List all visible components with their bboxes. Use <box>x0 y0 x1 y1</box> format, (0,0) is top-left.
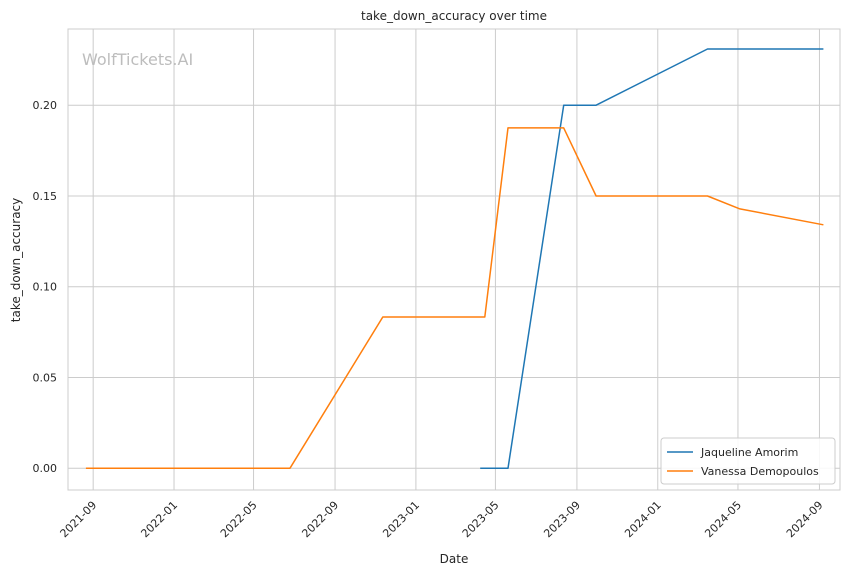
y-tick-label: 0.15 <box>33 190 58 203</box>
legend-box <box>660 437 836 485</box>
watermark: WolfTickets.AI <box>82 50 193 69</box>
x-tick-label: 2024-05 <box>702 499 744 541</box>
y-tick-label: 0.05 <box>33 371 58 384</box>
y-tick-labels: 0.00 0.05 0.10 0.15 0.20 <box>33 99 58 475</box>
x-tick-label: 2022-09 <box>299 499 341 541</box>
y-tick-label: 0.20 <box>33 99 58 112</box>
y-axis-title: take_down_accuracy <box>9 198 23 322</box>
series-line-0 <box>480 48 824 469</box>
plot-frame <box>67 28 841 491</box>
x-tick-label: 2023-05 <box>460 499 502 541</box>
chart-title: take_down_accuracy over time <box>361 9 547 23</box>
x-tick-label: 2022-05 <box>218 499 260 541</box>
x-tick-label: 2024-01 <box>622 499 664 541</box>
x-tick-label: 2021-09 <box>58 499 100 541</box>
legend-label: Vanessa Demopoulos <box>701 465 819 478</box>
x-tick-label: 2024-09 <box>784 499 826 541</box>
x-tick-label: 2023-01 <box>380 499 422 541</box>
plot-area <box>68 29 840 490</box>
y-tick-label: 0.10 <box>33 281 58 294</box>
legend: Jaqueline Amorim Vanessa Demopoulos <box>660 437 836 485</box>
x-tick-labels: 2021-09 2022-01 2022-05 2022-09 2023-01 2023-… <box>58 499 826 541</box>
series-line-1 <box>85 127 824 469</box>
x-axis-title: Date <box>440 552 469 566</box>
y-tick-label: 0.00 <box>33 462 58 475</box>
series-lines <box>85 48 824 469</box>
legend-label: Jaqueline Amorim <box>700 446 798 459</box>
x-tick-label: 2022-01 <box>138 499 180 541</box>
x-tick-label: 2023-09 <box>541 499 583 541</box>
